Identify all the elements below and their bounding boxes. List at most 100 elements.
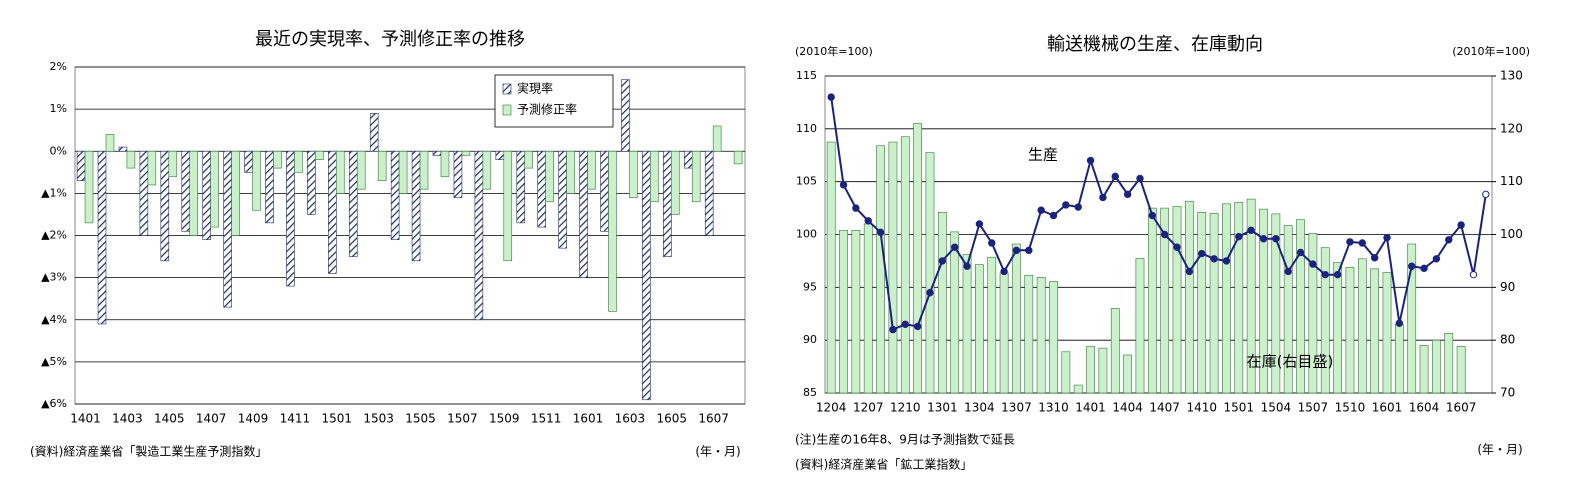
bar bbox=[1370, 268, 1380, 394]
x-unit: (年・月) bbox=[695, 445, 740, 459]
bar bbox=[1296, 219, 1305, 394]
bar bbox=[398, 150, 408, 194]
note: (注)生産の16年8、9月は予測指数で延長 bbox=[795, 432, 1015, 447]
point bbox=[1000, 267, 1008, 276]
point bbox=[1247, 226, 1255, 234]
y-tick-label: 90 bbox=[803, 333, 817, 346]
x-tick-label: 1307 bbox=[1001, 401, 1032, 415]
point bbox=[1099, 193, 1107, 202]
bar bbox=[1098, 347, 1108, 394]
bar bbox=[97, 150, 107, 325]
bar bbox=[495, 150, 505, 160]
bar bbox=[1049, 281, 1058, 394]
bar bbox=[202, 150, 211, 241]
x-tick-label: 1407 bbox=[196, 412, 227, 426]
x-tick-label: 1304 bbox=[964, 401, 995, 415]
bar bbox=[419, 150, 429, 190]
point bbox=[1210, 255, 1218, 263]
bar bbox=[579, 150, 588, 278]
bar bbox=[608, 150, 617, 312]
point bbox=[1049, 211, 1058, 220]
bar bbox=[118, 146, 128, 152]
bar bbox=[621, 79, 630, 152]
bar bbox=[356, 150, 366, 190]
bar bbox=[1246, 198, 1256, 394]
bar bbox=[168, 150, 178, 177]
bar bbox=[440, 150, 450, 177]
point bbox=[889, 325, 897, 334]
bar bbox=[286, 150, 295, 287]
x-tick-label: 1607 bbox=[1446, 401, 1477, 415]
bar bbox=[189, 150, 198, 236]
bar bbox=[566, 150, 575, 194]
x-tick-label: 1507 bbox=[447, 412, 478, 426]
legend-swatch bbox=[502, 104, 512, 116]
point bbox=[1136, 174, 1144, 183]
bar bbox=[432, 150, 442, 156]
bar bbox=[1222, 203, 1231, 394]
bar bbox=[1024, 274, 1034, 394]
bar bbox=[453, 150, 463, 198]
bar bbox=[545, 150, 554, 203]
y-tick-label: 100 bbox=[796, 228, 817, 241]
point bbox=[1333, 270, 1342, 279]
point bbox=[1198, 249, 1206, 258]
x-tick-label: 1504 bbox=[1261, 401, 1292, 415]
source-note: (資料)経済産業省「鉱工業指数」 bbox=[795, 457, 972, 472]
point bbox=[852, 204, 860, 212]
point bbox=[1123, 190, 1132, 199]
x-tick-label: 1405 bbox=[154, 412, 185, 426]
x-tick-label: 1501 bbox=[321, 412, 352, 426]
x-tick-label: 1503 bbox=[363, 412, 394, 426]
point bbox=[1062, 201, 1070, 209]
legend-box bbox=[494, 74, 614, 128]
bar bbox=[1271, 213, 1281, 394]
point bbox=[1321, 270, 1329, 279]
point bbox=[1395, 319, 1404, 327]
bar bbox=[670, 150, 680, 215]
bar bbox=[888, 141, 898, 394]
bar bbox=[650, 150, 659, 203]
bar bbox=[629, 150, 638, 198]
point bbox=[1469, 270, 1478, 279]
point bbox=[1111, 172, 1119, 181]
legend-label: 実現率 bbox=[517, 81, 553, 96]
point bbox=[839, 181, 848, 189]
bar bbox=[1036, 276, 1046, 394]
y2-tick-label: 90 bbox=[1500, 280, 1515, 294]
chart-title: 輸送機械の生産、在庫動向 bbox=[1047, 34, 1263, 55]
x-tick-label: 1301 bbox=[927, 401, 958, 415]
bar bbox=[524, 150, 533, 169]
bar bbox=[1061, 351, 1071, 394]
x-tick-label: 1409 bbox=[238, 412, 269, 426]
bar bbox=[962, 254, 972, 394]
point bbox=[1370, 254, 1379, 262]
point bbox=[950, 243, 959, 251]
bar bbox=[851, 229, 861, 394]
point bbox=[913, 322, 922, 331]
point bbox=[1148, 211, 1157, 220]
x-tick-label: 1310 bbox=[1038, 401, 1069, 415]
bar bbox=[1394, 324, 1404, 394]
bar bbox=[377, 150, 387, 182]
bar bbox=[1444, 332, 1454, 394]
y-tick-label: ▲5% bbox=[41, 355, 67, 368]
bar bbox=[1382, 272, 1392, 394]
bar bbox=[503, 150, 513, 262]
legend-label: 予測修正率 bbox=[517, 102, 577, 117]
point bbox=[1235, 232, 1243, 241]
x-tick-label: 1601 bbox=[573, 412, 604, 426]
point bbox=[1074, 203, 1082, 211]
bar bbox=[1172, 206, 1182, 394]
bar bbox=[1197, 212, 1207, 394]
y-unit: (2010年=100) bbox=[795, 44, 873, 58]
point bbox=[938, 257, 947, 265]
point bbox=[1457, 221, 1465, 229]
point bbox=[1284, 267, 1292, 276]
bar bbox=[294, 150, 303, 173]
bar bbox=[925, 152, 935, 394]
bar bbox=[1234, 201, 1244, 394]
y-tick-label: ▲3% bbox=[41, 271, 67, 284]
bar bbox=[1308, 233, 1318, 394]
bar bbox=[1135, 257, 1145, 394]
